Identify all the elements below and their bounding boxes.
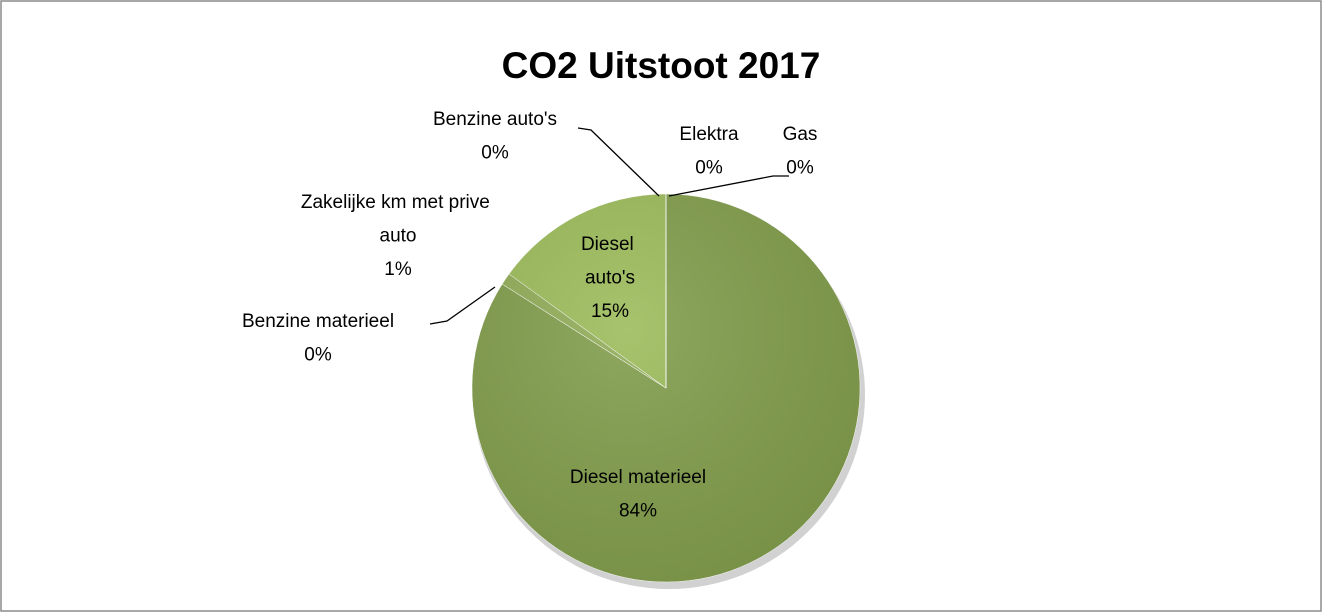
- slice-value-label: 15%: [591, 301, 629, 322]
- slice-label: Zakelijke km met prive auto: [301, 192, 495, 247]
- leader-line: [577, 127, 660, 197]
- slice-label: Benzine materieel: [242, 311, 394, 332]
- leader-line: [429, 286, 496, 325]
- slice-label: Diesel auto's: [581, 234, 639, 289]
- slice-value-label: 0%: [481, 143, 509, 164]
- slice-value-label: 1%: [384, 259, 412, 280]
- slice-label: Benzine auto's: [433, 109, 557, 130]
- pie: [471, 193, 861, 583]
- slice-value-label: 0%: [786, 158, 814, 179]
- slice-label: Diesel materieel: [570, 467, 706, 488]
- slice-value-label: 0%: [695, 158, 723, 179]
- leader-line: [668, 175, 789, 197]
- slice-value-label: 84%: [619, 501, 657, 522]
- slice-label: Gas: [783, 124, 818, 145]
- slice-value-label: 0%: [304, 345, 332, 366]
- slice-label: Elektra: [679, 124, 739, 145]
- chart-title: CO2 Uitstoot 2017: [502, 45, 821, 86]
